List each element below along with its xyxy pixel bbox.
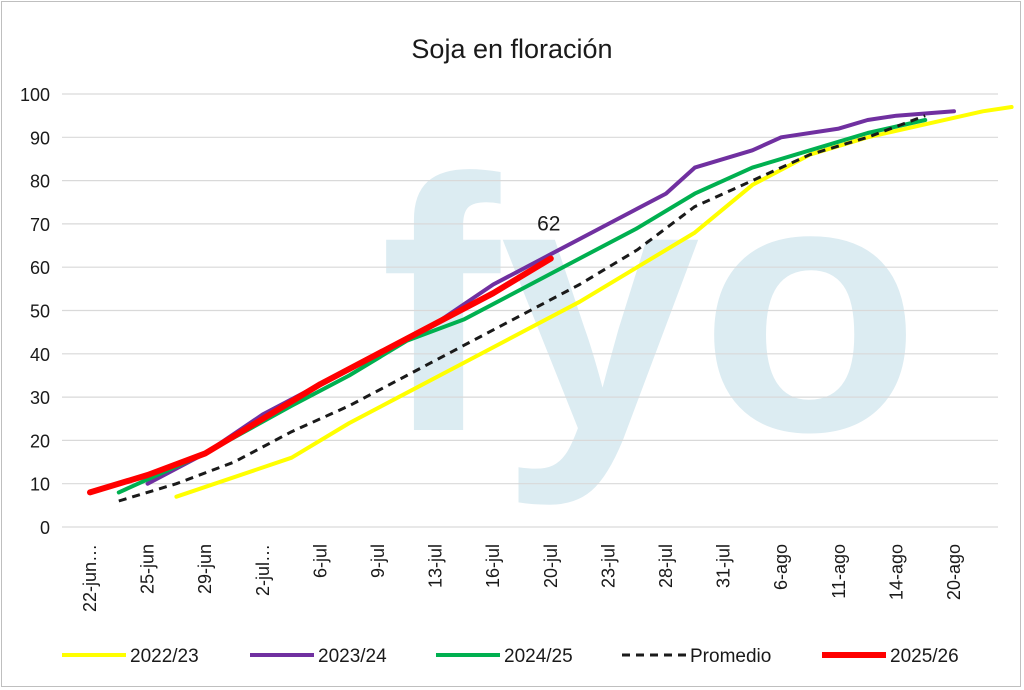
legend-label-4: 2025/26 [890, 646, 959, 667]
legend-label-0: 2022/23 [130, 646, 199, 667]
y-tick-label: 50 [30, 302, 50, 322]
x-tick-label: 11-ago [829, 544, 849, 599]
x-tick-label: 25-jun [138, 544, 158, 594]
x-tick-label: 29-jun [195, 544, 215, 594]
series-lines [87, 105, 1014, 503]
x-tick-label: 31-jul [714, 544, 734, 588]
x-axis-ticks: 22-jun… 25-jun 29-jun 2-jul… 6-jul 9-jul 13-ju… [80, 544, 964, 612]
x-tick-label: 2-jul… [253, 544, 273, 596]
x-tick-label: 6-ago [771, 544, 791, 590]
y-tick-label: 30 [30, 388, 50, 408]
x-tick-label: 23-jul [598, 544, 618, 588]
x-tick-label: 20-ago [944, 544, 964, 600]
legend: 2022/23 2023/24 2024/25 Promedio 2025/26 [62, 646, 959, 667]
y-tick-label: 70 [30, 215, 50, 235]
legend-label-2: 2024/25 [504, 646, 573, 667]
y-tick-label: 40 [30, 345, 50, 365]
legend-label-3: Promedio [690, 646, 771, 667]
y-tick-label: 60 [30, 258, 50, 278]
x-tick-label: 16-jul [483, 544, 503, 588]
chart-title: Soja en floración [411, 34, 612, 64]
data-labels: 62 [537, 213, 560, 236]
legend-label-1: 2023/24 [318, 646, 387, 667]
x-tick-label: 20-jul [541, 544, 561, 588]
y-tick-label: 10 [30, 475, 50, 495]
x-tick-label: 9-jul [368, 544, 388, 578]
y-axis-ticks: 0 10 20 30 40 50 60 70 80 90 100 [20, 85, 50, 538]
x-tick-label: 28-jul [656, 544, 676, 588]
series-line-3 [118, 114, 926, 503]
x-tick-label: 22-jun… [80, 544, 100, 612]
y-tick-label: 0 [40, 518, 50, 538]
x-tick-label: 6-jul [310, 544, 330, 578]
x-tick-label: 14-ago [886, 544, 906, 600]
y-tick-label: 20 [30, 431, 50, 451]
x-tick-label: 13-jul [426, 544, 446, 588]
y-tick-label: 90 [30, 128, 50, 148]
series-line-2 [116, 118, 928, 495]
y-tick-label: 80 [30, 172, 50, 192]
series-line-0 [174, 105, 1014, 499]
data-label: 62 [537, 213, 560, 236]
y-tick-label: 100 [20, 85, 50, 105]
series-line-4 [87, 255, 554, 496]
